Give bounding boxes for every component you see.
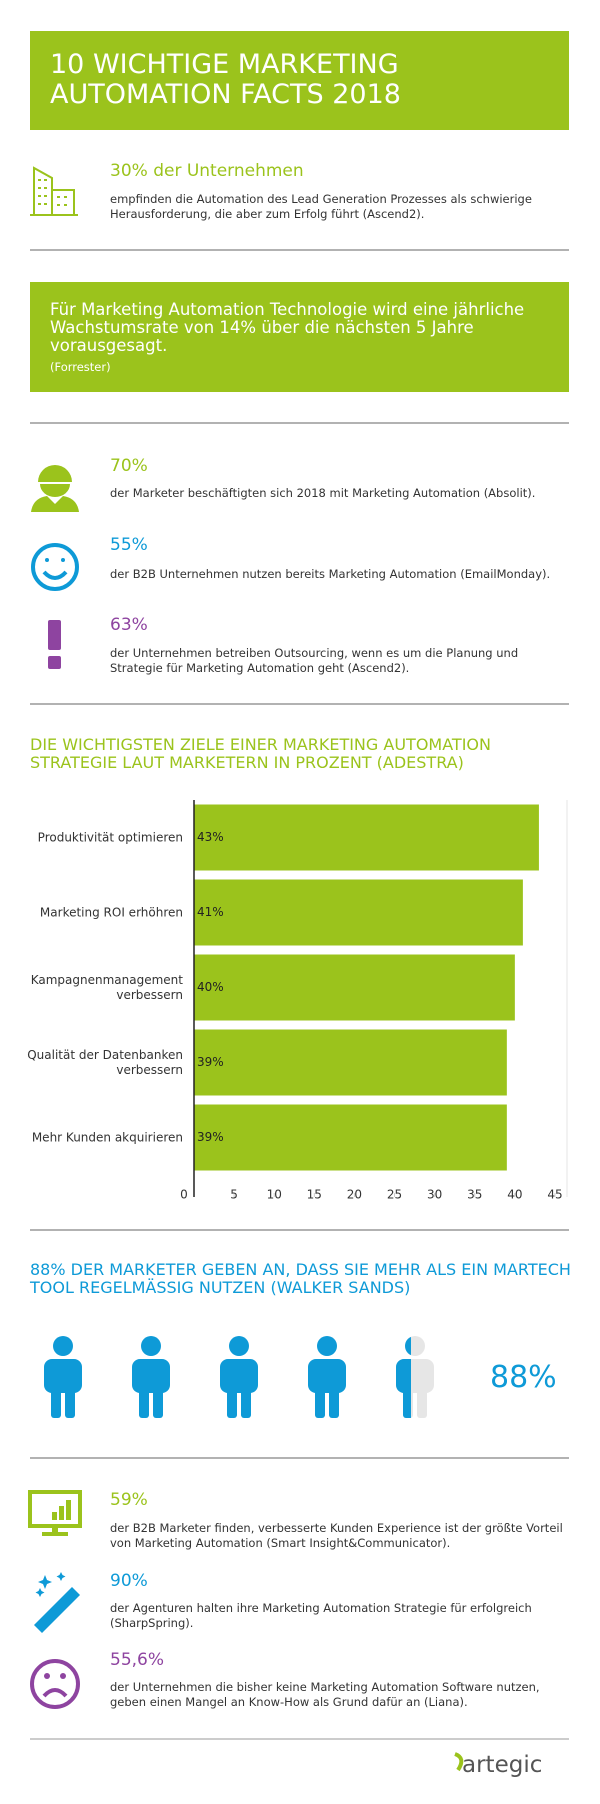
person-icon (31, 465, 79, 512)
title-line: 10 WICHTIGE MARKETING (50, 49, 399, 80)
building-icon (30, 166, 78, 216)
person-head (141, 1336, 161, 1356)
person-leg (153, 1386, 163, 1418)
bar (194, 1029, 507, 1096)
person-head (53, 1336, 73, 1356)
x-tick-label: 0 (180, 1188, 188, 1202)
bar (194, 879, 523, 946)
value-label: 39% (197, 1055, 224, 1069)
person-fill (132, 1336, 170, 1418)
highlight-text: Für Marketing Automation Technologie wir… (50, 300, 525, 355)
stat-text: der Marketer beschäftigten sich 2018 mit… (110, 486, 536, 500)
person-icon (132, 1336, 170, 1418)
person-fill (396, 1336, 411, 1418)
person-leg (329, 1386, 339, 1418)
exclamation-icon (48, 620, 61, 669)
x-tick-label: 20 (347, 1188, 362, 1202)
x-tick-label: 30 (427, 1188, 442, 1202)
stat-heading: 63% (110, 615, 148, 635)
person-body (396, 1359, 411, 1393)
stat-heading: 70% (110, 456, 148, 476)
x-tick-label: 35 (467, 1188, 482, 1202)
bar (194, 1104, 507, 1171)
person-fill (308, 1336, 346, 1418)
person-icon (220, 1336, 258, 1418)
person-leg (139, 1386, 149, 1418)
y-tick-label: Marketing ROI erhöhren (39, 905, 183, 919)
x-tick-label: 40 (507, 1188, 522, 1202)
value-label: 40% (197, 980, 224, 994)
sad-icon (30, 1659, 80, 1709)
logo: artegic (462, 1752, 543, 1778)
person-body (44, 1359, 82, 1393)
stat-heading: 90% (110, 1571, 148, 1591)
person-fill (44, 1336, 82, 1418)
stat-text: der B2B Unternehmen nutzen bereits Marke… (110, 567, 551, 581)
y-tick-label: Qualität der Datenbanken verbessern (27, 1047, 183, 1077)
x-tick-label: 10 (267, 1188, 282, 1202)
smiley-icon (31, 543, 79, 591)
title-line: AUTOMATION FACTS 2018 (50, 79, 401, 110)
person-body (308, 1359, 346, 1393)
person-leg (315, 1386, 325, 1418)
stat-heading: 59% (110, 1490, 148, 1510)
bar (194, 804, 539, 871)
y-tick-label: Kampagnenmanagement verbessern (30, 972, 183, 1002)
stat-text: der Unternehmen betreiben Outsourcing, w… (110, 646, 519, 675)
fact-heading: 30% der Unternehmen (110, 161, 304, 181)
y-tick-label: Produktivität optimieren (37, 830, 183, 844)
stat-text: der B2B Marketer finden, verbesserte Kun… (110, 1521, 563, 1550)
x-tick-label: 5 (230, 1188, 238, 1202)
person-leg (227, 1386, 237, 1418)
people-value: 88% (490, 1360, 557, 1395)
person-icon (308, 1336, 346, 1418)
wand-icon (34, 1572, 80, 1633)
highlight-box (30, 282, 569, 392)
person-leg (417, 1386, 427, 1418)
value-label: 41% (197, 905, 224, 919)
monitor-icon (28, 1490, 82, 1536)
person-leg (65, 1386, 75, 1418)
person-fill (220, 1336, 258, 1418)
person-leg (241, 1386, 251, 1418)
person-icon (44, 1336, 82, 1418)
y-tick-label: Mehr Kunden akquirieren (31, 1130, 183, 1144)
x-tick-label: 15 (307, 1188, 322, 1202)
people-title: 88% DER MARKETER GEBEN AN, DASS SIE MEHR… (30, 1260, 571, 1297)
person-body (220, 1359, 258, 1393)
x-tick-label: 45 (547, 1188, 562, 1202)
person-icon (396, 1336, 434, 1418)
person-head (405, 1336, 411, 1356)
header-title: 10 WICHTIGE MARKETING AUTOMATION FACTS 2… (50, 50, 401, 110)
bar (194, 954, 515, 1021)
stat-text: der Agenturen halten ihre Marketing Auto… (110, 1601, 532, 1630)
logo-mark (454, 1752, 464, 1772)
stat-text: der Unternehmen die bisher keine Marketi… (110, 1680, 540, 1709)
value-label: 39% (197, 1130, 224, 1144)
value-label: 43% (197, 830, 224, 844)
fact-text: empfinden die Automation des Lead Genera… (110, 192, 532, 221)
person-head (317, 1336, 337, 1356)
highlight-source: (Forrester) (50, 360, 111, 374)
person-body (132, 1359, 170, 1393)
header-box (30, 31, 569, 130)
stat-heading: 55% (110, 535, 148, 555)
person-leg (403, 1386, 411, 1418)
person-leg (51, 1386, 61, 1418)
person-head (229, 1336, 249, 1356)
chart-title: DIE WICHTIGSTEN ZIELE EINER MARKETING AU… (30, 735, 491, 772)
stat-heading: 55,6% (110, 1650, 165, 1670)
x-tick-label: 25 (387, 1188, 402, 1202)
